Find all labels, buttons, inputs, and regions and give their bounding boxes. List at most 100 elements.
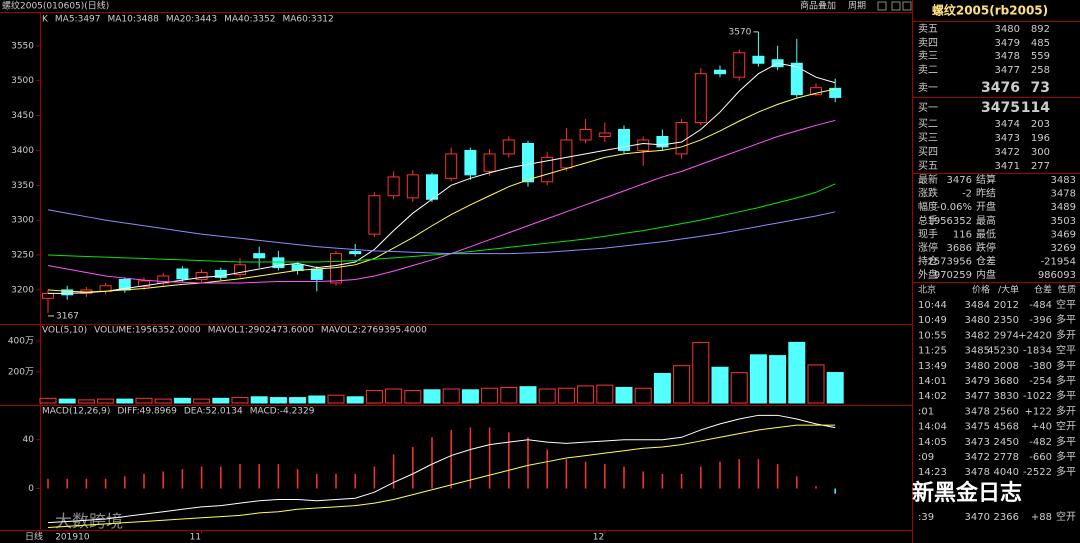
ma-line (47, 424, 836, 529)
stat-label: 幅度 (918, 200, 938, 213)
overlay-button[interactable]: 商品叠加 (800, 0, 836, 12)
trade-cell: 3480 (965, 315, 990, 326)
y-tick-label: 200万 (8, 367, 34, 377)
volume-bar (77, 399, 95, 404)
trade-cell: 10:55 (918, 330, 947, 341)
candle-body (790, 62, 803, 96)
volume-bar (826, 372, 844, 404)
legend-entry: MA10:3488 (108, 15, 160, 25)
trade-cell: 3482 (965, 330, 990, 341)
stat-label: 开盘 (976, 200, 996, 213)
trade-cell: 多开 (1056, 328, 1076, 341)
trade-cell: 2366 (994, 512, 1019, 523)
stat-value: 1956352 (927, 216, 972, 227)
candle-body (61, 289, 74, 296)
window-icons (877, 1, 912, 11)
stat-label: 结算 (976, 173, 996, 186)
candle-body (464, 149, 477, 176)
volume-bar (596, 384, 614, 404)
ma-line (47, 183, 836, 263)
trade-cell: -482 (1029, 437, 1052, 448)
ma-line (47, 209, 836, 255)
trade-cell: 3479 (965, 376, 990, 387)
trade-cell: 3830 (994, 391, 1019, 402)
trade-cell: 14:01 (918, 376, 947, 387)
volume-bar (711, 366, 729, 404)
book-volume: 114 (1021, 100, 1050, 116)
legend-entry: VOLUME:1956352.0000 (94, 326, 201, 336)
trade-cell: 多平 (1056, 465, 1076, 478)
volume-bar (58, 398, 76, 404)
trade-cell: 11:25 (918, 346, 947, 357)
x-tick-label: 11 (190, 533, 201, 543)
trade-cell: 14:05 (918, 437, 947, 448)
volume-bar (577, 385, 595, 404)
trade-cell: -2522 (1023, 467, 1052, 478)
volume-bar (404, 390, 422, 404)
y-tick-label: 400万 (8, 336, 34, 346)
candle-body (694, 73, 707, 124)
stat-value: 3476 (947, 175, 972, 186)
volume-bar (615, 386, 633, 404)
trade-cell: 13:49 (918, 361, 947, 372)
candle-body (637, 139, 650, 151)
volume-bar (653, 372, 671, 404)
trade-cell: -660 (1029, 452, 1052, 463)
trade-cell: 空平 (1056, 298, 1076, 311)
trade-cell: :09 (918, 452, 934, 463)
volume-bar (308, 395, 326, 404)
book-volume: 892 (1031, 24, 1050, 35)
stat-label: 涨停 (918, 241, 938, 254)
low-annotation: 3167 (56, 311, 79, 321)
period-tab[interactable]: 日线 (25, 531, 43, 543)
trade-cell: :39 (918, 512, 934, 523)
trade-cell: -1834 (1023, 346, 1052, 357)
volume-bar (442, 388, 460, 404)
period-button[interactable]: 周期 (848, 1, 866, 12)
candle-body (714, 69, 726, 75)
trade-cell: 10:49 (918, 315, 947, 326)
book-price: 3480 (995, 24, 1020, 35)
volume-bar (557, 387, 575, 404)
ma-line (47, 88, 836, 293)
trades-header: 性质 (1058, 284, 1076, 296)
trade-cell: 空平 (1056, 344, 1076, 357)
volume-bar (289, 397, 307, 404)
candle-body (387, 176, 400, 197)
trade-cell: 多平 (1056, 359, 1076, 372)
candle-body (522, 142, 534, 183)
book-volume: 196 (1031, 133, 1050, 144)
volume-bar (154, 398, 172, 404)
candle-body (598, 132, 611, 137)
trade-cell: 2974 (994, 330, 1019, 341)
trade-cell: 3477 (965, 391, 990, 402)
candle-body (541, 156, 554, 183)
candle-body (579, 129, 592, 141)
legend-entry: DIFF:49.8969 (117, 407, 177, 417)
volume-bar (749, 354, 767, 404)
trade-cell: 空开 (1056, 510, 1076, 523)
trade-cell: 3480 (965, 361, 990, 372)
book-label: 卖四 (918, 37, 938, 49)
trade-cell: 3475 (965, 422, 990, 433)
trade-cell: 3478 (965, 467, 990, 478)
candle-body (829, 87, 842, 98)
trade-cell: -484 (1029, 300, 1052, 311)
volume-bar (634, 387, 652, 404)
legend-entry: VOL(5,10) (42, 326, 87, 336)
stat-label: 昨结 (976, 187, 996, 200)
trade-cell: 多平 (1056, 374, 1076, 387)
trade-cell: 3472 (965, 452, 990, 463)
candle-body (291, 264, 304, 271)
candle-body (675, 122, 688, 155)
candle-body (349, 251, 362, 255)
trade-cell: 3485 (965, 346, 990, 357)
trade-cell: 多开 (1056, 404, 1076, 417)
x-tick-label: 12 (593, 533, 604, 543)
candle-body (214, 269, 227, 278)
volume-bar (519, 386, 537, 404)
stat-value: 3489 (1051, 202, 1076, 213)
volume-bar (769, 355, 787, 404)
